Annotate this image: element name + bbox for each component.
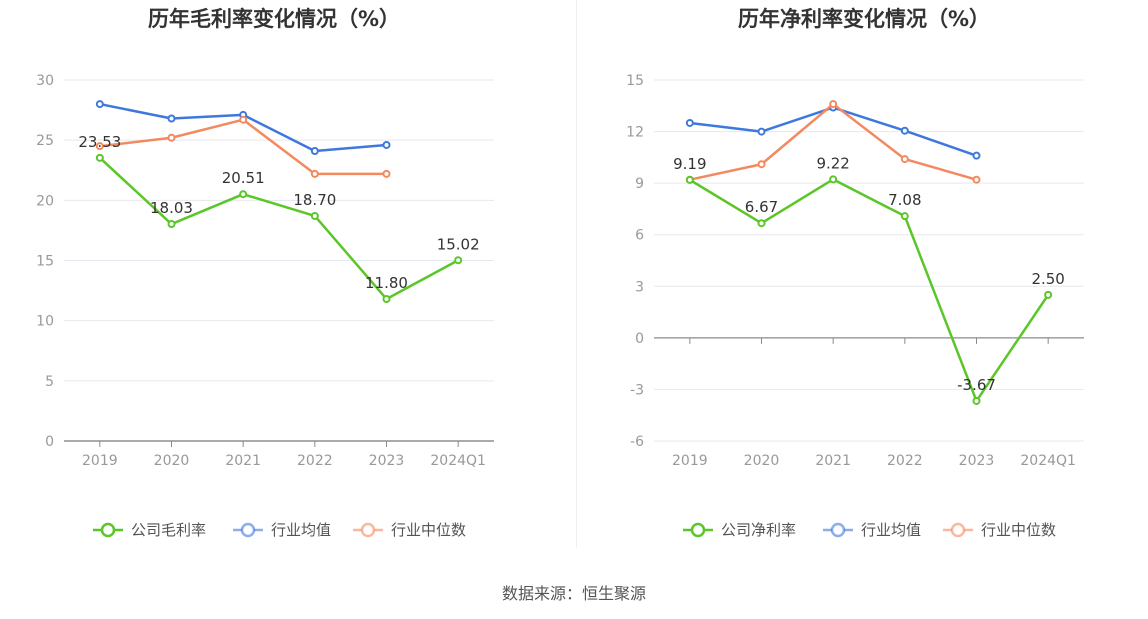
gross-margin-chart: 历年毛利率变化情况（%） 0 5 10 15 20 25 30 2019 2020 2021 2022… <box>0 0 574 560</box>
data-point <box>757 219 766 228</box>
y-tick-label: 0 <box>45 434 54 450</box>
data-point <box>95 100 104 109</box>
legend-label: 公司毛利率 <box>131 521 206 539</box>
data-point <box>310 211 319 220</box>
gross-margin-chart-svg: 历年毛利率变化情况（%） 0 5 10 15 20 25 30 2019 2020 2021 2022… <box>36 7 494 539</box>
data-point <box>972 175 981 184</box>
data-label: 20.51 <box>222 169 265 187</box>
legend-label: 行业均值 <box>271 521 331 539</box>
y-tick-label: 0 <box>635 331 644 347</box>
series-line <box>98 156 459 301</box>
legend-swatch-marker <box>950 522 966 538</box>
y-tick-label: -3 <box>630 382 644 398</box>
data-point <box>310 169 319 178</box>
y-tick-label: 9 <box>635 176 644 192</box>
x-tick-label: 2022 <box>887 453 923 469</box>
data-label: 9.22 <box>816 154 849 172</box>
y-tick-label: 15 <box>36 254 54 270</box>
data-point <box>829 175 838 184</box>
data-point <box>757 127 766 136</box>
data-point <box>239 190 248 199</box>
data-point <box>382 169 391 178</box>
panel-divider <box>576 0 577 548</box>
x-tick-label: 2019 <box>672 453 708 469</box>
x-tick-label: 2020 <box>154 453 190 469</box>
data-point <box>167 220 176 229</box>
chart-title: 历年净利率变化情况（%） <box>738 7 990 31</box>
data-label: 18.70 <box>293 191 336 209</box>
data-point <box>310 146 319 155</box>
legend-swatch-marker <box>100 522 116 538</box>
y-tick-label: 20 <box>36 193 54 209</box>
series-line <box>99 118 387 176</box>
data-label: 7.08 <box>888 191 921 209</box>
data-label: 2.50 <box>1031 270 1064 288</box>
data-label: 11.80 <box>365 274 408 292</box>
legend-swatch-marker <box>360 522 376 538</box>
y-tick-label: 30 <box>36 73 54 89</box>
data-label: 15.02 <box>437 235 480 253</box>
data-point <box>95 153 104 162</box>
x-tick-label: 2020 <box>744 453 780 469</box>
y-tick-label: 10 <box>36 314 54 330</box>
legend-label: 公司净利率 <box>721 521 796 539</box>
data-point <box>972 151 981 160</box>
legend-label: 行业均值 <box>861 521 921 539</box>
chart-title: 历年毛利率变化情况（%） <box>148 7 400 31</box>
net-margin-chart: 历年净利率变化情况（%） -6 -3 0 3 6 9 12 15 2019 2020 2021 2022… <box>576 0 1148 560</box>
y-tick-label: 12 <box>626 125 644 141</box>
x-tick-label: 2021 <box>225 453 261 469</box>
legend-label: 行业中位数 <box>391 521 466 539</box>
data-point <box>239 115 248 124</box>
x-tick-label: 2024Q1 <box>1020 453 1076 469</box>
data-point <box>167 133 176 142</box>
x-tick-label: 2019 <box>82 453 118 469</box>
y-tick-label: 6 <box>635 228 644 244</box>
x-tick-label: 2022 <box>297 453 333 469</box>
series-line <box>689 178 1050 403</box>
data-point <box>900 212 909 221</box>
data-point <box>685 118 694 127</box>
data-source: 数据来源：恒生聚源 <box>501 584 646 603</box>
data-point <box>454 256 463 265</box>
y-tick-label: 15 <box>626 73 644 89</box>
data-point <box>757 160 766 169</box>
data-label: -3.67 <box>957 376 996 394</box>
net-margin-chart-svg: 历年净利率变化情况（%） -6 -3 0 3 6 9 12 15 2019 2020 2021 2022… <box>626 7 1084 539</box>
y-tick-label: -6 <box>630 434 644 450</box>
data-point <box>829 100 838 109</box>
x-tick-label: 2023 <box>369 453 405 469</box>
data-point <box>382 295 391 304</box>
data-label: 6.67 <box>745 198 778 216</box>
data-point <box>900 126 909 135</box>
x-tick-label: 2023 <box>959 453 995 469</box>
data-point <box>167 114 176 123</box>
legend-swatch-marker <box>690 522 706 538</box>
data-point <box>685 175 694 184</box>
legend-swatch-marker <box>240 522 256 538</box>
y-tick-label: 3 <box>635 279 644 295</box>
y-tick-label: 25 <box>36 133 54 149</box>
legend-swatch-marker <box>830 522 846 538</box>
data-label: 9.19 <box>673 155 706 173</box>
y-tick-label: 5 <box>45 374 54 390</box>
data-point <box>382 140 391 149</box>
data-point <box>900 155 909 164</box>
legend-label: 行业中位数 <box>981 521 1056 539</box>
data-label: 18.03 <box>150 199 193 217</box>
data-point <box>95 142 104 151</box>
data-label: 23.53 <box>78 133 121 151</box>
x-tick-label: 2024Q1 <box>430 453 486 469</box>
data-point <box>972 396 981 405</box>
data-point <box>1044 290 1053 299</box>
x-tick-label: 2021 <box>815 453 851 469</box>
